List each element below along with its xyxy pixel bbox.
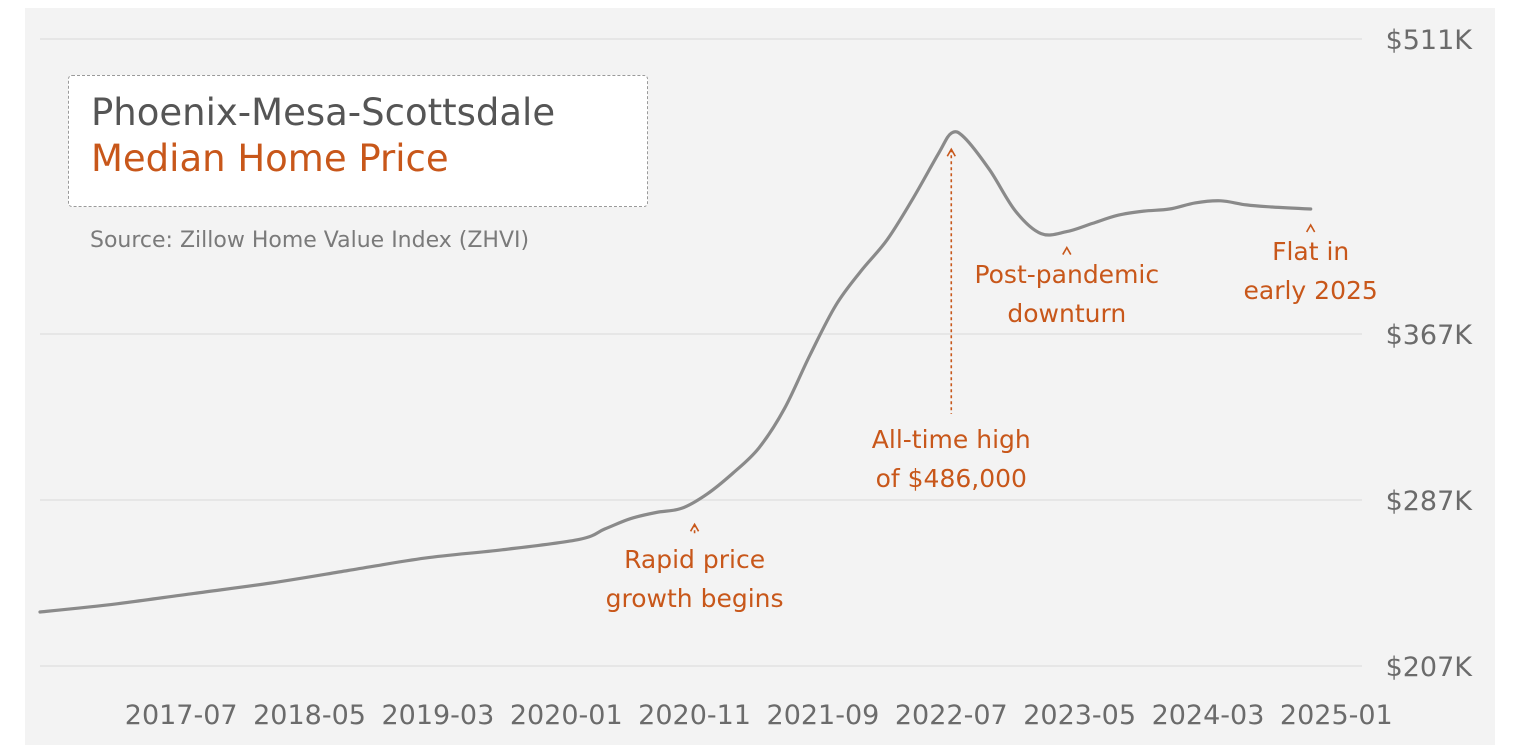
annotation-arrowhead [1062,245,1072,255]
x-tick-label: 2019-03 [381,700,494,731]
y-axis: $207K $287K $367K $511K [1386,25,1474,683]
chart-subtitle: Median Home Price [91,137,449,180]
annotation-label: growth begins [606,584,784,613]
annotation-label: early 2025 [1244,276,1378,305]
annotation-label: of $486,000 [876,464,1027,493]
annotation: All-time high of $486,000 [872,147,1031,493]
y-tick-label: $207K [1386,652,1474,683]
y-tick-label: $511K [1386,25,1474,56]
annotation-label: downturn [1007,299,1126,328]
title-box: Phoenix-Mesa-Scottsdale Median Home Pric… [68,75,648,207]
gridlines [40,38,1362,667]
x-tick-label: 2022-07 [895,700,1008,731]
x-tick-label: 2017-07 [125,700,238,731]
chart-title: Phoenix-Mesa-Scottsdale [91,91,556,134]
x-axis: 2017-07 2018-05 2019-03 2020-01 2020-11 2021-… [125,700,1393,731]
annotation-arrowhead [689,522,700,532]
annotation-label: Flat in [1272,237,1349,266]
annotation-label: All-time high [872,425,1031,454]
x-tick-label: 2021-09 [767,700,880,731]
series-group [38,130,1313,614]
annotation: Flat in early 2025 [1244,223,1378,305]
annotation: Post-pandemic downturn [974,245,1159,328]
x-tick-label: 2018-05 [253,700,366,731]
annotation-label: Rapid price [624,545,765,574]
annotations: Rapid price growth begins All-time high of … [606,147,1378,613]
x-tick-label: 2023-05 [1023,700,1136,731]
y-tick-label: $367K [1386,320,1474,351]
x-tick-label: 2025-01 [1280,700,1393,731]
y-tick-label: $287K [1386,486,1474,517]
annotation-arrowhead [946,147,956,157]
series-line [38,130,1313,614]
x-tick-label: 2020-01 [510,700,623,731]
source-note: Source: Zillow Home Value Index (ZHVI) [90,228,530,253]
annotation-label: Post-pandemic [974,260,1159,289]
x-tick-label: 2024-03 [1152,700,1265,731]
annotation-arrowhead [1305,223,1316,233]
x-tick-label: 2020-11 [638,700,751,731]
annotation: Rapid price growth begins [606,522,784,613]
